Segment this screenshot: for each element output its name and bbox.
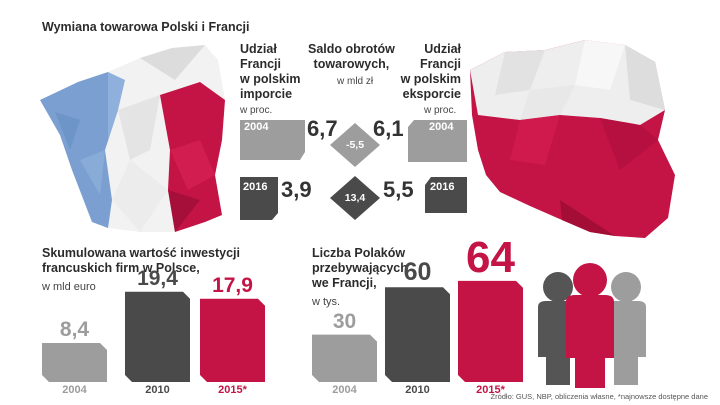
people-value-label: 60	[403, 258, 432, 287]
import-header-line: Francji	[240, 57, 281, 71]
people-title: Liczba Polaków przebywających we Francji…	[312, 246, 408, 291]
import-box-2016	[240, 177, 278, 220]
people-bar-2004	[312, 334, 377, 382]
year-label-2016-export: 2016	[430, 181, 455, 193]
bars-layer	[42, 280, 523, 382]
investment-category-label: 2015*	[218, 384, 247, 396]
import-header-line: w polskim	[240, 72, 301, 86]
people-title-line: Liczba Polaków	[312, 246, 406, 260]
people-category-label: 2010	[405, 384, 430, 396]
france-map	[40, 45, 225, 232]
export-header-line: eksporcie	[402, 87, 461, 101]
balance-header-line: towarowych,	[313, 57, 390, 71]
people-category-label: 2015*	[476, 384, 505, 396]
balance-value-2004: -5,5	[345, 139, 365, 151]
export-box-2004	[408, 120, 467, 162]
export-unit: w proc.	[424, 105, 457, 116]
people-value-label: 64	[466, 232, 515, 282]
people-silhouettes-icon	[538, 263, 646, 388]
year-label-2004-import: 2004	[244, 121, 269, 133]
export-header-line: Francji	[420, 57, 461, 71]
import-header-line: imporcie	[240, 87, 293, 101]
investment-bar-2010	[125, 291, 190, 382]
import-box-2004	[240, 120, 305, 160]
export-header-line: w polskim	[400, 72, 461, 86]
import-header-line: Udział	[240, 42, 277, 56]
investment-value-label: 19,4	[137, 266, 178, 290]
people-bar-2015	[458, 280, 523, 382]
import-unit: w proc.	[240, 105, 273, 116]
investment-bar-2004	[42, 342, 107, 382]
export-header: Udział Francji w polskim eksporcie	[395, 42, 461, 102]
year-label-2004-export: 2004	[429, 121, 454, 133]
people-bar-2010	[385, 287, 450, 382]
import-value-2004: 6,7	[307, 116, 338, 141]
page-title: Wymiana towarowa Polski i Francji	[42, 20, 250, 34]
investment-category-label: 2004	[62, 384, 87, 396]
investment-title-line: francuskich firm w Polsce,	[42, 261, 200, 275]
investment-title: Skumulowana wartość inwestycji francuski…	[42, 246, 240, 276]
export-box-2016	[425, 177, 467, 213]
people-category-label: 2004	[332, 384, 357, 396]
people-title-line: przebywających	[312, 261, 408, 275]
trade-shapes	[240, 120, 467, 220]
people-title-line: we Francji,	[312, 276, 377, 290]
investment-unit: w mld euro	[42, 281, 96, 293]
export-value-2004: 6,1	[373, 116, 404, 141]
export-header-line: Udział	[424, 42, 461, 56]
source-note: Źródło: GUS, NBP, obliczenia własne, *na…	[490, 392, 709, 401]
balance-header-line: Saldo obrotów	[308, 42, 395, 56]
balance-diamond-2016	[330, 176, 380, 220]
investment-value-label: 8,4	[59, 317, 90, 341]
balance-header: Saldo obrotów towarowych,	[308, 42, 395, 72]
people-value-label: 30	[332, 309, 357, 333]
people-unit: w tys.	[312, 296, 341, 308]
balance-value-2016: 13,4	[344, 192, 366, 204]
import-header: Udział Francji w polskim imporcie	[240, 42, 300, 102]
import-value-2016: 3,9	[281, 177, 312, 202]
investment-value-label: 17,9	[212, 273, 253, 297]
year-label-2016-import: 2016	[243, 181, 268, 193]
balance-unit: w mld zł	[337, 76, 374, 87]
export-value-2016: 5,5	[383, 177, 414, 202]
balance-diamond-2004	[330, 123, 380, 167]
investment-category-label: 2010	[145, 384, 170, 396]
investment-title-line: Skumulowana wartość inwestycji	[42, 246, 240, 260]
investment-bar-2015	[200, 298, 265, 382]
poland-map	[470, 40, 675, 238]
